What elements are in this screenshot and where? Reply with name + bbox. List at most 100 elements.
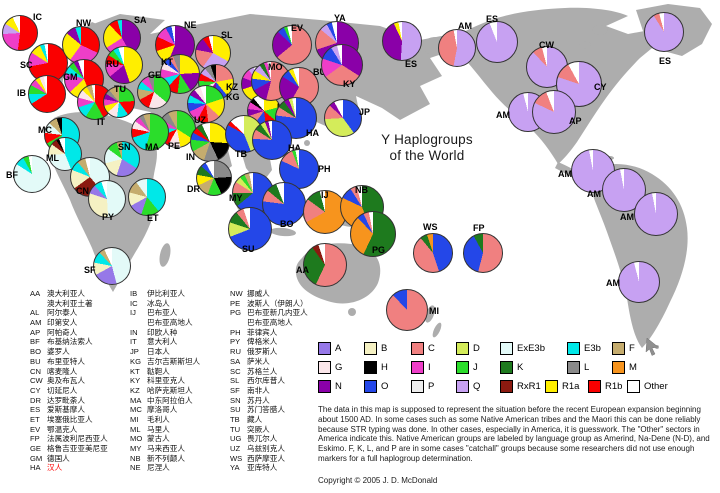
legend-label-G: G: [335, 362, 343, 373]
abbrev-name-SL: 西尔库普人: [247, 376, 285, 386]
abbrev-code-AP: AP: [30, 327, 41, 337]
abbrev-code-AA: AA: [30, 289, 41, 298]
pie-label-IJ: IJ: [321, 190, 329, 200]
abbrev-entry-MA: MA 中东阿拉伯人: [130, 396, 200, 406]
pie-label-NE: NE: [184, 20, 197, 30]
abbrev-code-JP: JP: [130, 347, 139, 357]
abbrev-entry-PG-line2: 巴布亚高地人: [230, 318, 308, 328]
pie-label-HA-2: HA: [288, 143, 301, 153]
legend-item-G: G: [318, 361, 342, 374]
legend-swatch-H: [364, 361, 377, 374]
pie-label-SF: SF: [84, 265, 96, 275]
abbrev-name-SF: 南非人: [247, 385, 270, 395]
pie-SC: [28, 43, 68, 83]
pie-label-SC: SC: [20, 60, 33, 70]
abbrev-code-IJ: IJ: [130, 308, 136, 318]
pie-label-KT: KT: [161, 57, 173, 67]
abbrev-name-KY: 科里亚克人: [147, 376, 185, 386]
abbrev-name-RU: 俄罗斯人: [247, 347, 278, 357]
pie-label-BO: BO: [280, 219, 294, 229]
pie-label-AP: AP: [569, 116, 582, 126]
abbrev-entry-DR: DR 达罗毗荼人: [30, 396, 108, 406]
abbrev-code-RU: RU: [230, 347, 241, 357]
abbrev-name2-PG: 巴布亚高地人: [247, 318, 293, 328]
legend-swatch-Q: [456, 380, 469, 393]
abbrev-code-KY: KY: [130, 376, 141, 386]
pie-label-GM: GM: [63, 72, 78, 82]
legend-item-H: H: [364, 361, 388, 374]
abbrev-entry-ES: ES 爱斯基摩人: [30, 405, 108, 415]
abbrev-code-EV: EV: [30, 424, 41, 434]
abbrev-entry-KZ: KZ 哈萨克斯坦人: [130, 386, 200, 396]
pie-label-MY: MY: [229, 193, 243, 203]
abbrev-entry-IJ: IJ 巴布亚人: [130, 308, 200, 318]
pie-label-AM-5: AM: [620, 212, 634, 222]
legend-swatch-L: [567, 361, 580, 374]
abbrev-entry-TU: TU 突厥人: [230, 425, 308, 435]
legend-label-H: H: [381, 362, 388, 373]
abbrev-name-TB: 藏人: [247, 414, 263, 424]
pie-label-DR: DR: [187, 184, 200, 194]
pie-label-PE: PE: [168, 141, 181, 151]
pie-label-TB: TB: [235, 149, 247, 159]
abbrev-name-SU: 苏门答腊人: [247, 405, 285, 415]
abbrev-entry-PH: PH 菲律宾人: [230, 328, 308, 338]
abbrev-code-MI: MI: [130, 414, 139, 424]
pie-label-AM-3: AM: [558, 169, 572, 179]
abbrev-name-MC: 摩洛哥人: [147, 405, 178, 415]
abbrev-entry-BF: BF 布基纳法索人: [30, 337, 108, 347]
abbrev-entry-PG: PG 巴布亚新几内亚人: [230, 308, 308, 318]
pie-label-MA: MA: [145, 142, 159, 152]
abbrev-entry-NE: NE 尼涅人: [130, 463, 200, 473]
pie-label-AM-2: AM: [496, 110, 510, 120]
abbrev-name-PG: 巴布亚新几内亚人: [247, 308, 308, 318]
legend-swatch-G: [318, 361, 331, 374]
abbrev-entry-KT: KT 鞑靼人: [130, 367, 200, 377]
pie-label-BF: BF: [6, 170, 18, 180]
pie-FP: [463, 233, 503, 273]
abbrev-code-AL: AL: [30, 308, 40, 318]
legend-label-N: N: [335, 381, 342, 392]
pie-ET: [128, 178, 166, 216]
abbrev-entry-AP: AP 阿帕奇人: [30, 328, 108, 338]
pie-IB: [28, 75, 66, 113]
legend-swatch-D: [456, 342, 469, 355]
abbrev-name-DR: 达罗毗荼人: [47, 395, 85, 405]
abbrev-code-FP: FP: [30, 434, 40, 444]
legend-swatch-N: [318, 380, 331, 393]
legend-item-RxR1: RxR1: [500, 380, 541, 393]
pie-IN: [190, 122, 230, 162]
pie-label-KZ: KZ: [226, 82, 238, 92]
legend-label-B: B: [381, 343, 388, 354]
pie-label-UZ: UZ: [194, 115, 206, 125]
pie-WS: [413, 233, 453, 273]
abbrev-code-PY: PY: [230, 337, 241, 347]
abbrev-code-SA: SA: [230, 356, 241, 366]
abbrev-name-MI: 毛利人: [147, 414, 170, 424]
legend-item-F: F: [612, 342, 635, 355]
pie-MA: [131, 113, 169, 151]
abbrev-name-TU: 突厥人: [247, 424, 270, 434]
pie-ES-1: [382, 21, 422, 61]
abbrev-name-ES: 爱斯基摩人: [47, 405, 85, 415]
abbrev-entry-FP: FP 法属波利尼西亚人: [30, 434, 108, 444]
pie-label-MI: MI: [429, 306, 439, 316]
abbrev-name-UZ: 乌兹别克人: [247, 444, 285, 453]
abbrev-entry-BO: BO 婆罗人: [30, 347, 108, 357]
pie-label-WS: WS: [423, 222, 438, 232]
pie-label-ES-3: ES: [659, 56, 672, 66]
pie-DR: [196, 160, 232, 196]
abbrev-entry-NB: NB 新不列颠人: [130, 454, 200, 464]
pie-label-KY: KY: [343, 79, 356, 89]
abbrev-code-YA: YA: [230, 463, 240, 473]
cursor-icon: [645, 338, 659, 356]
abbrev-entry-AA-line2: 澳大利亚土著: [30, 299, 108, 309]
abbrev-code-KG: KG: [130, 356, 141, 366]
pie-label-ET: ET: [147, 213, 159, 223]
abbrev-entry-RU: RU 俄罗斯人: [230, 347, 308, 357]
legend-item-R1a: R1a: [545, 380, 579, 393]
abbrev-name-BO: 婆罗人: [47, 347, 70, 357]
abbrev-code-KT: KT: [130, 366, 140, 376]
pie-label-GE: GE: [148, 70, 162, 80]
abbrev-name-AM: 印第安人: [47, 318, 78, 328]
